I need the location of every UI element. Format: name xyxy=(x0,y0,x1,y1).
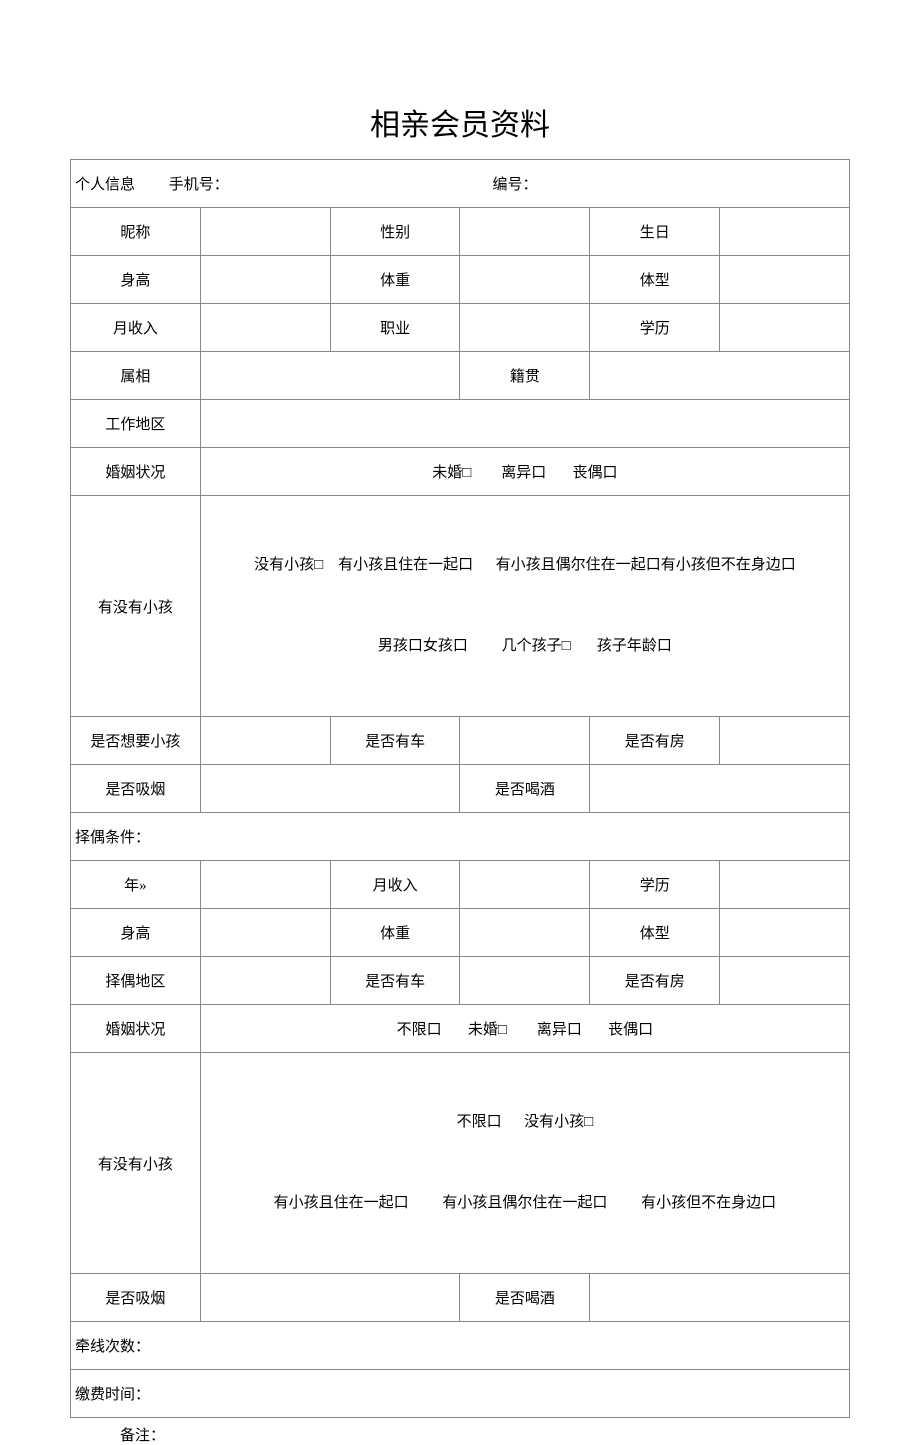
partner-children-line1: 不限口 没有小孩□ xyxy=(205,1109,845,1136)
label-has-children: 有没有小孩 xyxy=(71,496,201,717)
document-title: 相亲会员资料 xyxy=(70,100,850,144)
value-want-children[interactable] xyxy=(200,717,330,765)
label-native-place: 籍贯 xyxy=(460,352,590,400)
value-birthday[interactable] xyxy=(720,208,850,256)
label-partner-has-house: 是否有房 xyxy=(590,957,720,1005)
value-occupation[interactable] xyxy=(460,304,590,352)
value-gender[interactable] xyxy=(460,208,590,256)
value-income[interactable] xyxy=(200,304,330,352)
value-drinking[interactable] xyxy=(590,765,850,813)
value-partner-drinking[interactable] xyxy=(590,1274,850,1322)
label-zodiac: 属相 xyxy=(71,352,201,400)
label-has-car: 是否有车 xyxy=(330,717,460,765)
label-work-area: 工作地区 xyxy=(71,400,201,448)
label-has-house: 是否有房 xyxy=(590,717,720,765)
value-partner-has-car[interactable] xyxy=(460,957,590,1005)
label-drinking: 是否喝酒 xyxy=(460,765,590,813)
value-smoking[interactable] xyxy=(200,765,460,813)
label-partner-income: 月收入 xyxy=(330,861,460,909)
value-partner-smoking[interactable] xyxy=(200,1274,460,1322)
label-income: 月收入 xyxy=(71,304,201,352)
label-partner-children: 有没有小孩 xyxy=(71,1053,201,1274)
phone-label: 手机号： xyxy=(169,173,229,194)
children-line1: 没有小孩□ 有小孩且住在一起口 有小孩且偶尔住在一起口有小孩但不在身边口 xyxy=(205,552,845,579)
label-want-children: 是否想要小孩 xyxy=(71,717,201,765)
label-body-type: 体型 xyxy=(590,256,720,304)
value-partner-body-type[interactable] xyxy=(720,909,850,957)
label-partner-has-car: 是否有车 xyxy=(330,957,460,1005)
partner-marital-options[interactable]: 不限口 未婚□ 离异口 丧偶口 xyxy=(200,1005,849,1053)
header-row: 个人信息 手机号： 编号： xyxy=(71,160,850,208)
label-birthday: 生日 xyxy=(590,208,720,256)
label-gender: 性别 xyxy=(330,208,460,256)
member-form-table: 个人信息 手机号： 编号： 昵称 性别 生日 身高 体重 体型 月收入 职业 学… xyxy=(70,159,850,1418)
value-partner-height[interactable] xyxy=(200,909,330,957)
value-partner-area[interactable] xyxy=(200,957,330,1005)
value-partner-age[interactable] xyxy=(200,861,330,909)
label-education: 学历 xyxy=(590,304,720,352)
value-partner-income[interactable] xyxy=(460,861,590,909)
label-partner-education: 学历 xyxy=(590,861,720,909)
label-partner-area: 择偶地区 xyxy=(71,957,201,1005)
label-weight: 体重 xyxy=(330,256,460,304)
partner-children-options[interactable]: 不限口 没有小孩□ 有小孩且住在一起口 有小孩且偶尔住在一起口 有小孩但不在身边… xyxy=(200,1053,849,1274)
value-partner-weight[interactable] xyxy=(460,909,590,957)
id-label: 编号： xyxy=(493,173,538,194)
value-has-house[interactable] xyxy=(720,717,850,765)
value-partner-has-house[interactable] xyxy=(720,957,850,1005)
value-weight[interactable] xyxy=(460,256,590,304)
notes-label: 备注： xyxy=(70,1424,850,1445)
label-partner-body-type: 体型 xyxy=(590,909,720,957)
label-nickname: 昵称 xyxy=(71,208,201,256)
partner-section-title: 择偶条件： xyxy=(71,813,850,861)
value-has-car[interactable] xyxy=(460,717,590,765)
value-work-area[interactable] xyxy=(200,400,849,448)
label-partner-weight: 体重 xyxy=(330,909,460,957)
label-occupation: 职业 xyxy=(330,304,460,352)
partner-children-line2: 有小孩且住在一起口 有小孩且偶尔住在一起口 有小孩但不在身边口 xyxy=(205,1190,845,1217)
children-options[interactable]: 没有小孩□ 有小孩且住在一起口 有小孩且偶尔住在一起口有小孩但不在身边口 男孩口… xyxy=(200,496,849,717)
value-education[interactable] xyxy=(720,304,850,352)
payment-time-row[interactable]: 缴费时间： xyxy=(71,1370,850,1418)
label-partner-marital: 婚姻状况 xyxy=(71,1005,201,1053)
value-zodiac[interactable] xyxy=(200,352,460,400)
label-height: 身高 xyxy=(71,256,201,304)
value-height[interactable] xyxy=(200,256,330,304)
value-partner-education[interactable] xyxy=(720,861,850,909)
personal-info-label: 个人信息 xyxy=(75,173,135,194)
label-partner-height: 身高 xyxy=(71,909,201,957)
children-line2: 男孩口女孩口 几个孩子□ 孩子年龄口 xyxy=(205,633,845,660)
label-marital-status: 婚姻状况 xyxy=(71,448,201,496)
value-native-place[interactable] xyxy=(590,352,850,400)
label-partner-drinking: 是否喝酒 xyxy=(460,1274,590,1322)
match-count-row[interactable]: 牵线次数： xyxy=(71,1322,850,1370)
value-nickname[interactable] xyxy=(200,208,330,256)
label-partner-age: 年» xyxy=(71,861,201,909)
marital-status-options[interactable]: 未婚□ 离异口 丧偶口 xyxy=(200,448,849,496)
label-partner-smoking: 是否吸烟 xyxy=(71,1274,201,1322)
value-body-type[interactable] xyxy=(720,256,850,304)
label-smoking: 是否吸烟 xyxy=(71,765,201,813)
